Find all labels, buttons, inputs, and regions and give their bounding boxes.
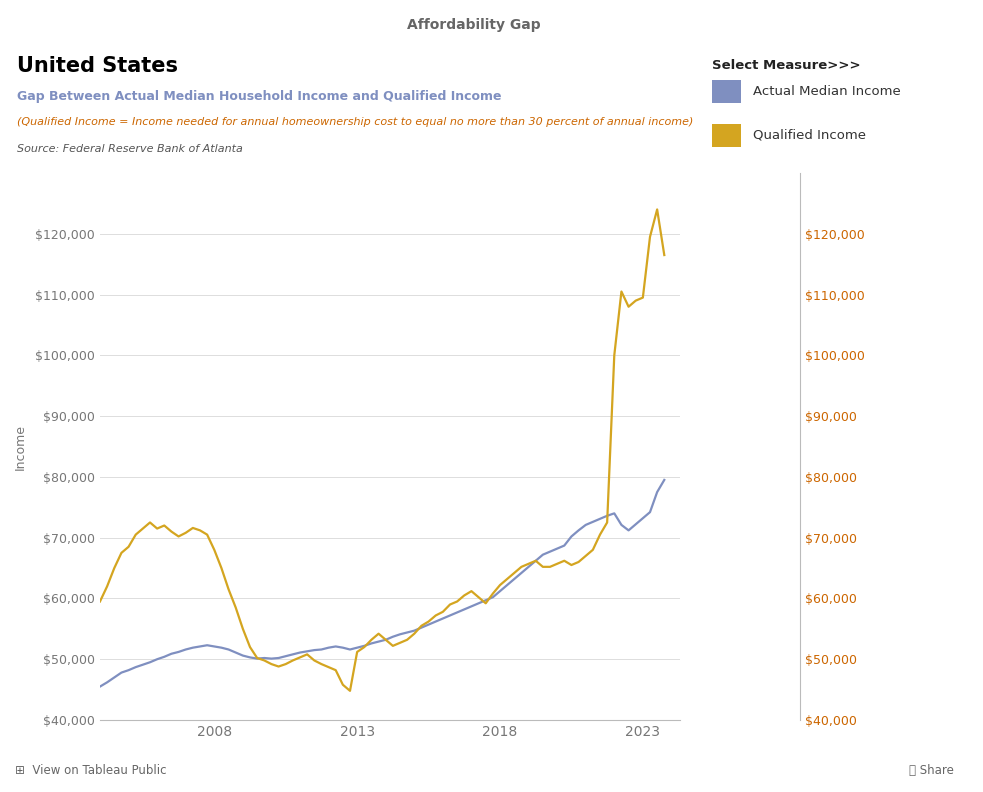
Text: Actual Median Income: Actual Median Income <box>753 85 900 98</box>
Text: ⛓ Share: ⛓ Share <box>908 763 954 777</box>
Text: Cost Decomposition: Cost Decomposition <box>586 18 742 32</box>
Y-axis label: Income: Income <box>14 424 27 470</box>
Text: United States: United States <box>17 55 178 76</box>
Text: Qualified Income: Qualified Income <box>753 128 866 142</box>
Text: Gap Between Actual Median Household Income and Qualified Income: Gap Between Actual Median Household Inco… <box>17 90 501 103</box>
Text: ⊞  View on Tableau Public: ⊞ View on Tableau Public <box>15 763 166 777</box>
Bar <box>712 124 741 147</box>
Text: Affordability Gap: Affordability Gap <box>407 18 541 32</box>
Text: Drivers: Drivers <box>256 18 313 32</box>
Text: Source: Federal Reserve Bank of Atlanta: Source: Federal Reserve Bank of Atlanta <box>17 144 243 154</box>
Text: (Qualified Income = Income needed for annual homeownership cost to equal no more: (Qualified Income = Income needed for an… <box>17 116 694 127</box>
Text: Select Measure>>>: Select Measure>>> <box>712 59 860 72</box>
Bar <box>712 80 741 103</box>
Text: Affordability: Affordability <box>45 18 144 32</box>
